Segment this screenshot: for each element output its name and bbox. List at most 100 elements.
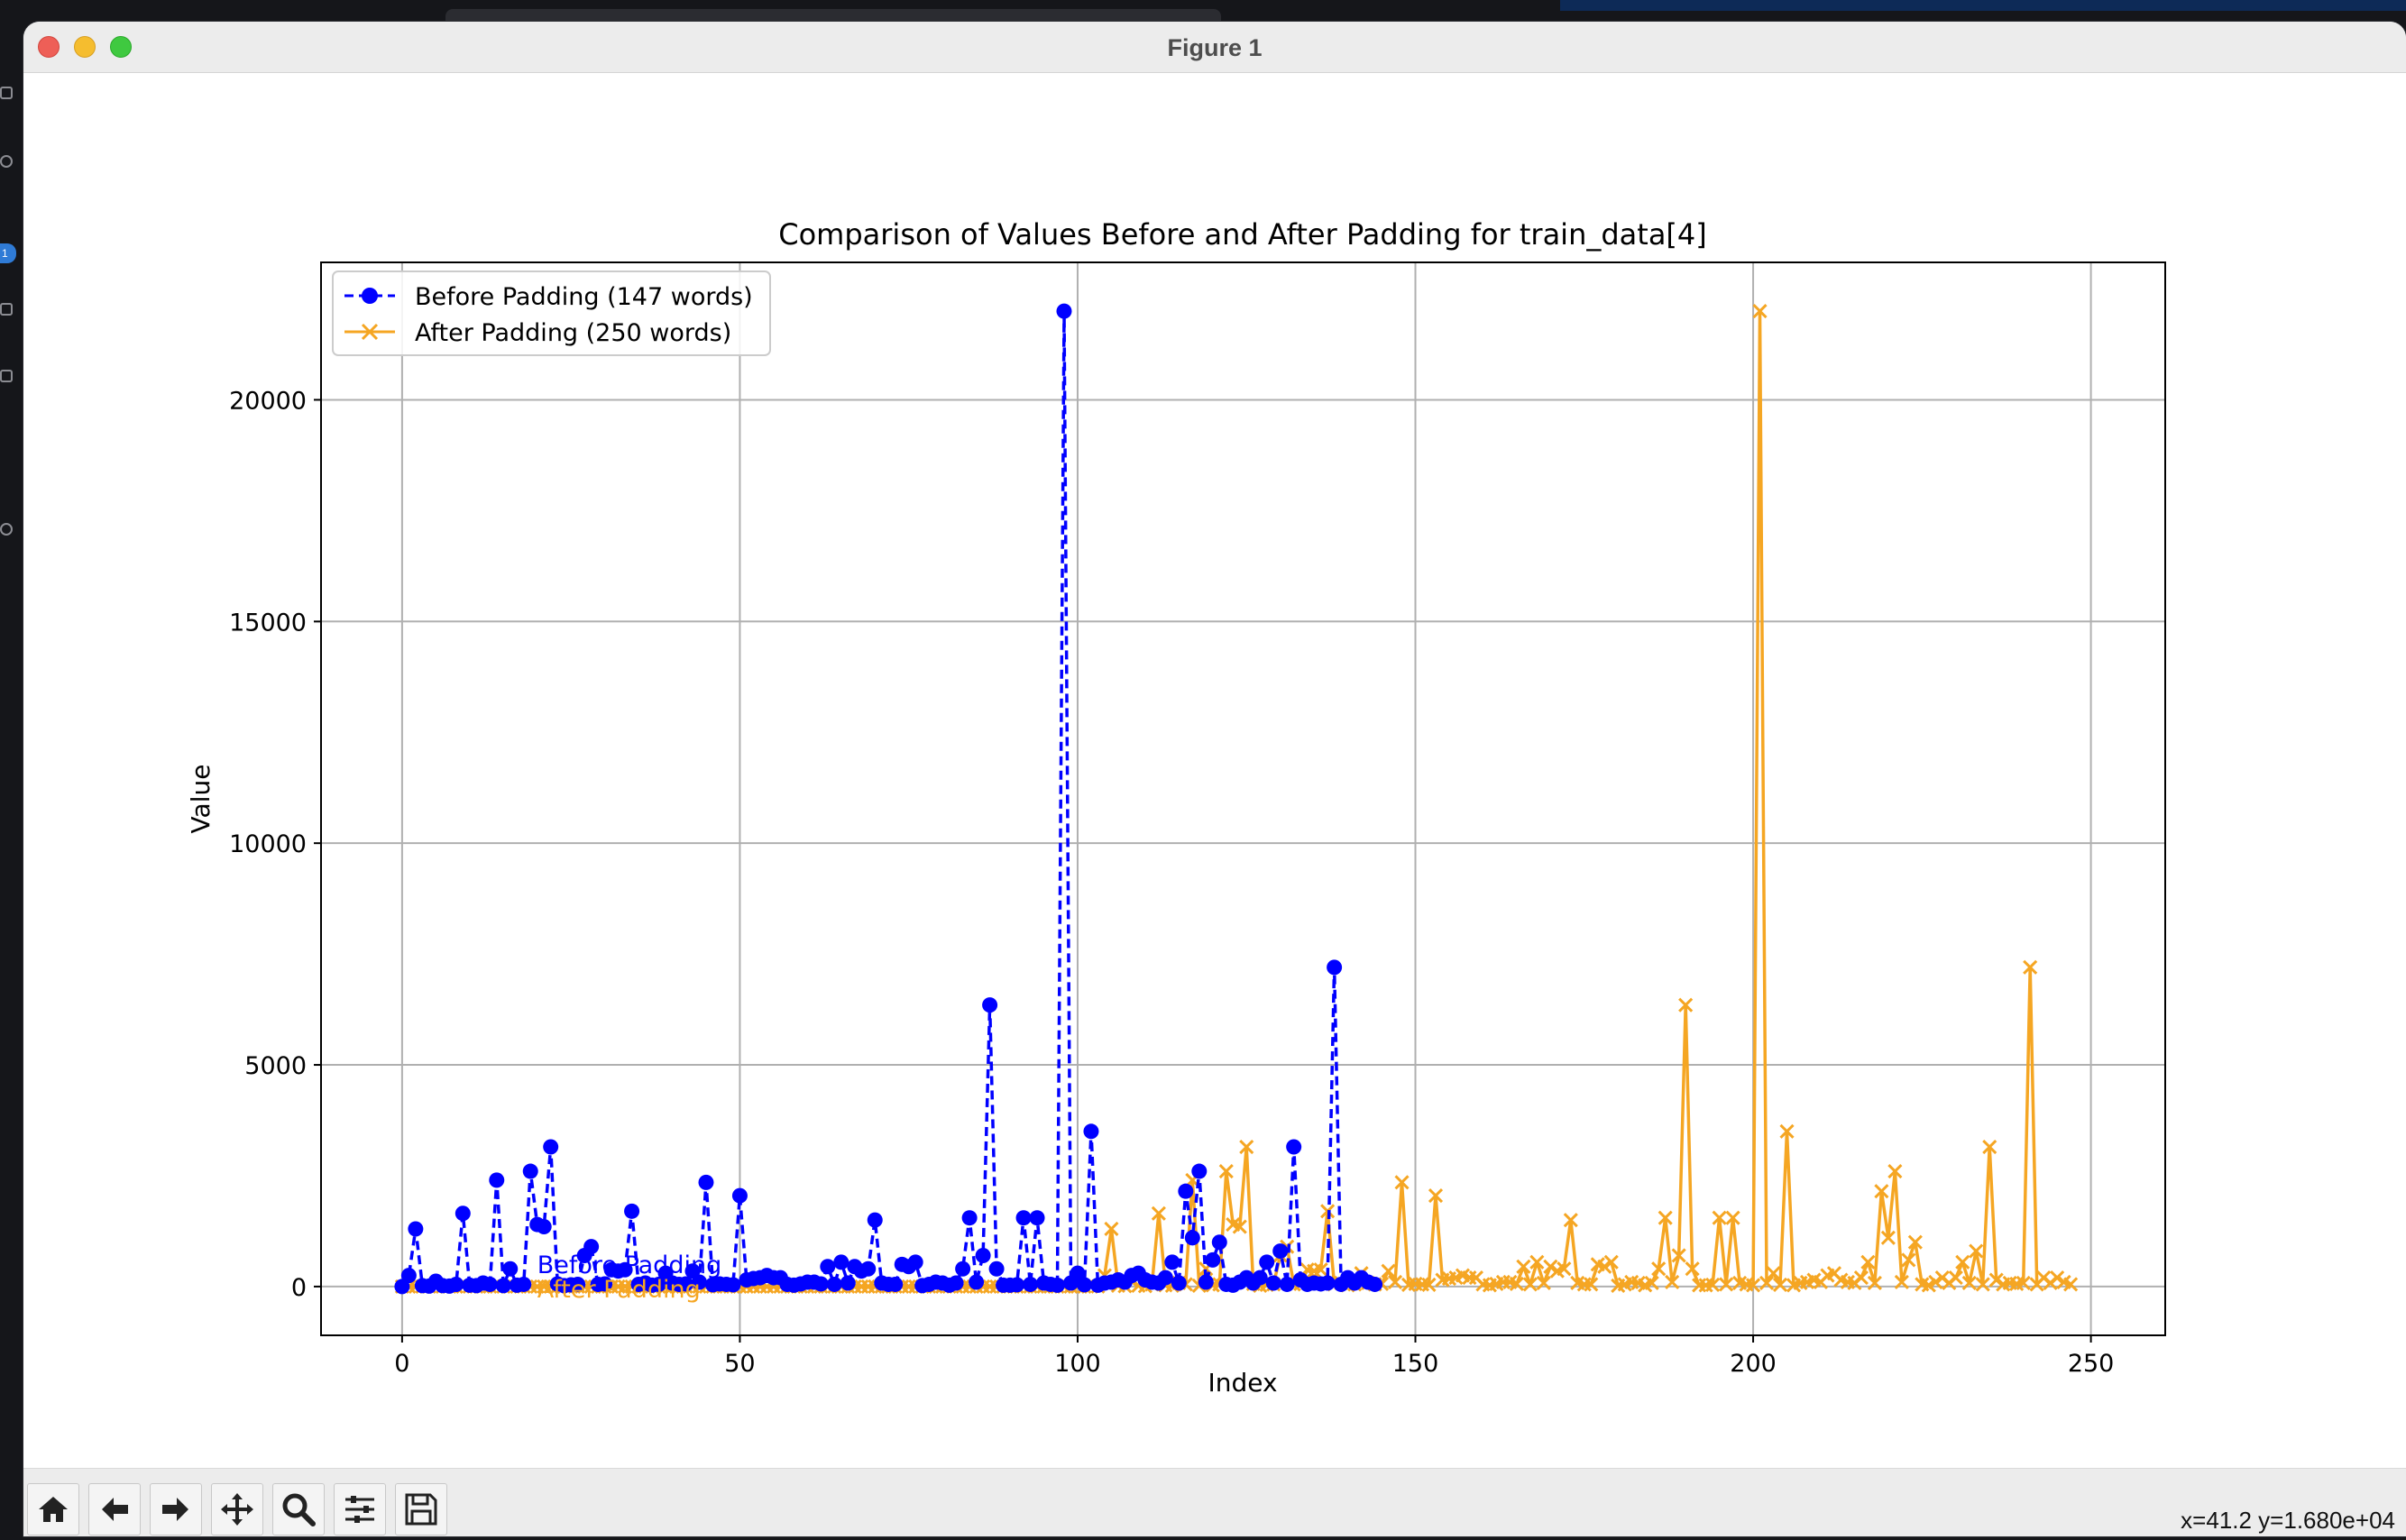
before-padding-point [1327, 959, 1343, 976]
before-padding-point [543, 1139, 559, 1155]
back-arrow-icon [102, 1498, 128, 1521]
save-button[interactable] [395, 1483, 447, 1535]
before-padding-point [597, 1276, 613, 1292]
after-padding-point [1584, 1277, 1599, 1292]
zoom-button[interactable] [272, 1483, 325, 1535]
home-icon [39, 1497, 68, 1522]
after-padding-point [1982, 1139, 1997, 1155]
after-padding-point [1779, 1123, 1795, 1139]
after-padding-point [1232, 1219, 1247, 1234]
subplots-icon [345, 1496, 374, 1523]
figure-window: Figure 1 0 50 100 150 200 250 0 5000 10000 15000 2… [23, 22, 2406, 1536]
before-padding-point [969, 1274, 985, 1290]
x-tick-label: 0 [394, 1350, 409, 1378]
before-padding-point [826, 1276, 842, 1292]
legend-before-label: Before Padding (147 words) [415, 283, 753, 311]
before-padding-point [982, 997, 998, 1013]
after-padding-point [1313, 1262, 1328, 1278]
before-padding-point [1272, 1243, 1289, 1260]
background-extensions-icon [0, 370, 13, 382]
before-padding-point [455, 1205, 471, 1222]
before-padding-point [1286, 1139, 1302, 1155]
before-padding-point [833, 1254, 849, 1270]
after-padding-point [2063, 1277, 2079, 1292]
y-axis-label: Value [186, 765, 216, 834]
after-padding-point [1678, 997, 1694, 1013]
plot-area [321, 262, 2165, 1335]
home-button[interactable] [27, 1483, 79, 1535]
figure-canvas[interactable]: 0 50 100 150 200 250 0 5000 10000 15000 20000 Comp… [23, 73, 2406, 1489]
after-padding-point [1880, 1230, 1896, 1245]
y-tick-label: 15000 [229, 609, 307, 637]
before-padding-point [731, 1187, 748, 1204]
window-title: Figure 1 [1167, 34, 1263, 61]
after-padding-point [1955, 1254, 1970, 1270]
after-padding-point [2023, 959, 2038, 975]
after-padding-point [1381, 1263, 1396, 1279]
save-icon [405, 1493, 437, 1526]
after-padding-point [1597, 1259, 1612, 1274]
close-window-button[interactable] [38, 36, 60, 58]
legend: Before Padding (147 words) After Padding… [332, 270, 771, 356]
background-file-icon [0, 87, 13, 99]
title-bar: Figure 1 [23, 22, 2406, 73]
back-button[interactable] [88, 1483, 141, 1535]
after-padding-point [1563, 1213, 1578, 1228]
before-padding-point [448, 1276, 464, 1292]
after-padding-point [1387, 1274, 1403, 1290]
x-tick-label: 200 [1730, 1350, 1777, 1378]
minimize-window-button[interactable] [74, 36, 96, 58]
after-padding-point [1961, 1275, 1977, 1291]
before-padding-point [678, 1276, 694, 1292]
legend-box [332, 270, 771, 356]
before-padding-point [1367, 1276, 1383, 1292]
annotation-label: Before Padding [537, 1251, 722, 1279]
before-padding-point [1164, 1254, 1180, 1270]
after-padding-point [1719, 1277, 1734, 1292]
after-padding-point [1705, 1277, 1721, 1293]
zoom-icon [282, 1493, 316, 1526]
before-padding-point [698, 1174, 714, 1190]
before-padding-point [482, 1276, 498, 1292]
after-padding-point [2016, 1275, 2031, 1291]
grid-layer [321, 262, 2165, 1335]
forward-arrow-icon [162, 1498, 188, 1521]
background-editor-strip [1560, 0, 2406, 11]
before-padding-point [394, 1279, 410, 1295]
y-tick-label: 20000 [229, 387, 307, 415]
after-padding-point [1104, 1221, 1119, 1237]
before-padding-point [1279, 1276, 1295, 1292]
after-padding-point [1522, 1277, 1538, 1292]
after-padding-point [1685, 1261, 1700, 1277]
after-padding-point [1894, 1274, 1909, 1290]
after-padding-point [1428, 1188, 1444, 1204]
after-padding-point [1874, 1184, 1889, 1199]
forward-button[interactable] [150, 1483, 202, 1535]
x-tick-label: 100 [1054, 1350, 1101, 1378]
series-layer [394, 303, 2079, 1295]
subplots-button[interactable] [334, 1483, 386, 1535]
annotation-label: After Padding [537, 1276, 701, 1304]
before-padding-point [1023, 1276, 1039, 1292]
after-padding-point [1860, 1254, 1876, 1270]
before-padding-point [1083, 1123, 1099, 1140]
before-padding-point [1009, 1277, 1025, 1293]
after-padding-point [1665, 1274, 1680, 1290]
after-padding-point [1421, 1277, 1437, 1293]
after-padding-point [1603, 1254, 1619, 1270]
before-padding-point [570, 1276, 586, 1292]
after-padding-point [1543, 1259, 1558, 1274]
before-padding-point [1171, 1275, 1187, 1291]
before-padding-point [651, 1276, 667, 1292]
legend-after-label: After Padding (250 words) [415, 319, 731, 347]
maximize-window-button[interactable] [110, 36, 132, 58]
before-padding-point [1319, 1275, 1336, 1291]
before-padding-point [860, 1260, 877, 1277]
navigation-toolbar: x=41.2 y=1.680e+04 [23, 1468, 2406, 1536]
before-padding-point [583, 1239, 600, 1255]
background-notification-badge: 1 [0, 243, 16, 263]
background-run-icon [0, 303, 13, 316]
after-padding-point [1948, 1270, 1963, 1286]
before-padding-point [1029, 1210, 1045, 1226]
pan-button[interactable] [211, 1483, 263, 1535]
